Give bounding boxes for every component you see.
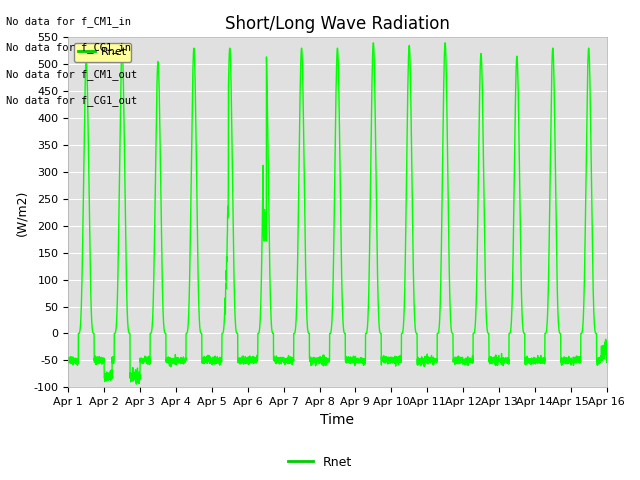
X-axis label: Time: Time — [321, 413, 355, 427]
Y-axis label: (W/m2): (W/m2) — [15, 189, 28, 236]
Title: Short/Long Wave Radiation: Short/Long Wave Radiation — [225, 15, 450, 33]
Legend: Rnet: Rnet — [74, 43, 131, 62]
Text: No data for f_CG1_out: No data for f_CG1_out — [6, 95, 138, 106]
Text: No data for f_CG1_in: No data for f_CG1_in — [6, 42, 131, 53]
Text: No data for f_CM1_out: No data for f_CM1_out — [6, 69, 138, 80]
Legend: Rnet: Rnet — [283, 451, 357, 474]
Text: No data for f_CM1_in: No data for f_CM1_in — [6, 16, 131, 27]
